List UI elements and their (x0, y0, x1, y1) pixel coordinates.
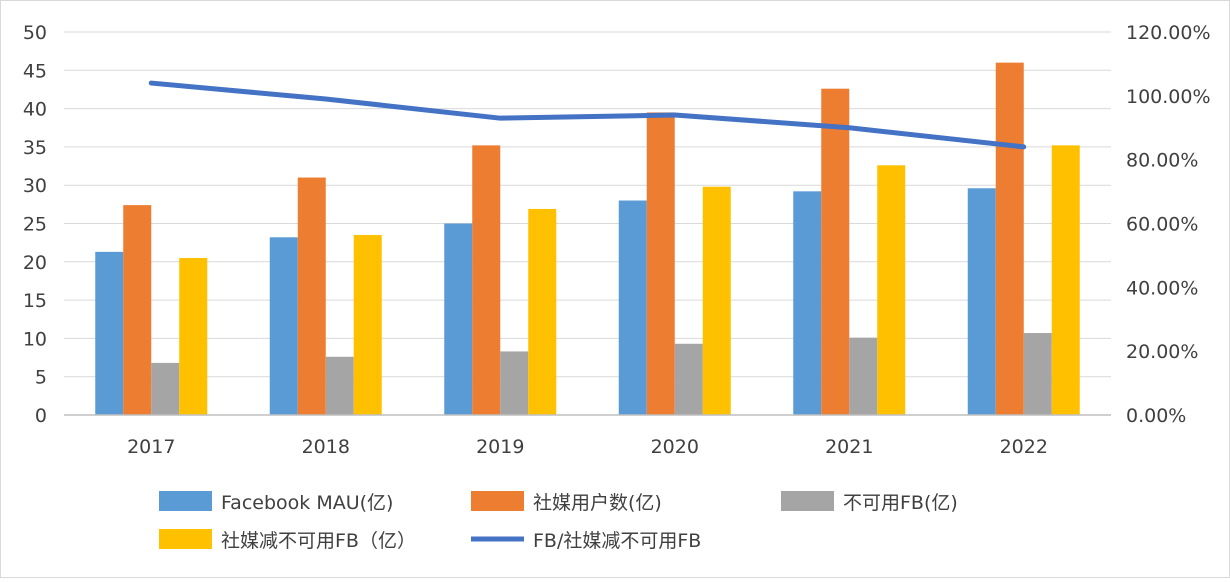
category-label: 2019 (476, 436, 524, 458)
legend-label: 社媒减不可用FB（亿） (221, 530, 416, 552)
gridlines (64, 31, 1111, 378)
bar (500, 351, 529, 415)
category-label: 2021 (825, 436, 873, 458)
bar (821, 88, 850, 416)
bar (528, 208, 557, 415)
line-series (148, 80, 1027, 150)
left-tick-label: 30 (23, 175, 47, 197)
bar (353, 234, 382, 415)
bar (618, 200, 647, 415)
right-axis-ticks: 0.00% 20.00% 40.00% 60.00% 80.00% 100.00% 120.… (1126, 22, 1211, 427)
bar (95, 251, 124, 415)
category-labels: 2017 2018 2019 2020 2021 2022 (127, 436, 1048, 458)
bar (702, 186, 731, 415)
bar (674, 343, 703, 415)
legend-label: 不可用FB(亿) (843, 492, 958, 514)
left-tick-label: 45 (23, 60, 47, 82)
left-tick-label: 15 (23, 290, 47, 312)
bar (849, 337, 878, 415)
bar (877, 165, 906, 415)
bar (1051, 145, 1080, 416)
legend-swatch (471, 491, 524, 511)
bar (967, 188, 996, 415)
left-tick-label: 40 (23, 99, 47, 121)
category-label: 2017 (127, 436, 175, 458)
right-tick-label: 120.00% (1126, 22, 1211, 44)
bar (646, 112, 675, 416)
left-tick-label: 5 (35, 367, 47, 389)
bar-series (95, 62, 1080, 416)
bar (269, 237, 298, 415)
right-tick-label: 40.00% (1126, 277, 1198, 299)
right-tick-label: 80.00% (1126, 150, 1198, 172)
legend-label: Facebook MAU(亿) (221, 492, 393, 514)
bar (151, 362, 180, 415)
legend: Facebook MAU(亿) 社媒用户数(亿) 不可用FB(亿) 社媒减不可用FB（… (159, 491, 958, 552)
right-tick-label: 100.00% (1126, 86, 1211, 108)
legend-swatch (781, 491, 834, 511)
left-tick-label: 20 (23, 252, 47, 274)
left-tick-label: 35 (23, 137, 47, 159)
legend-swatch (159, 529, 212, 549)
right-tick-label: 60.00% (1126, 214, 1198, 236)
left-tick-label: 25 (23, 214, 47, 236)
bar (297, 177, 326, 415)
bar (793, 191, 822, 415)
bar (1023, 333, 1052, 415)
left-tick-label: 10 (23, 328, 47, 350)
category-label: 2018 (302, 436, 350, 458)
left-tick-label: 50 (23, 22, 47, 44)
ratio-line (148, 80, 1027, 150)
legend-label: FB/社媒减不可用FB (533, 530, 701, 552)
legend-label: 社媒用户数(亿) (533, 492, 662, 514)
left-axis-ticks: 0 5 10 15 20 25 30 35 40 45 50 (23, 22, 47, 427)
bar (179, 257, 208, 415)
category-label: 2020 (651, 436, 699, 458)
legend-swatch (159, 491, 212, 511)
left-tick-label: 0 (35, 405, 47, 427)
right-tick-label: 20.00% (1126, 341, 1198, 363)
bar (325, 356, 354, 415)
bar (123, 205, 152, 415)
bar (472, 145, 501, 416)
bar (995, 62, 1024, 415)
category-label: 2022 (1000, 436, 1048, 458)
bar (444, 223, 473, 415)
right-tick-label: 0.00% (1126, 405, 1186, 427)
